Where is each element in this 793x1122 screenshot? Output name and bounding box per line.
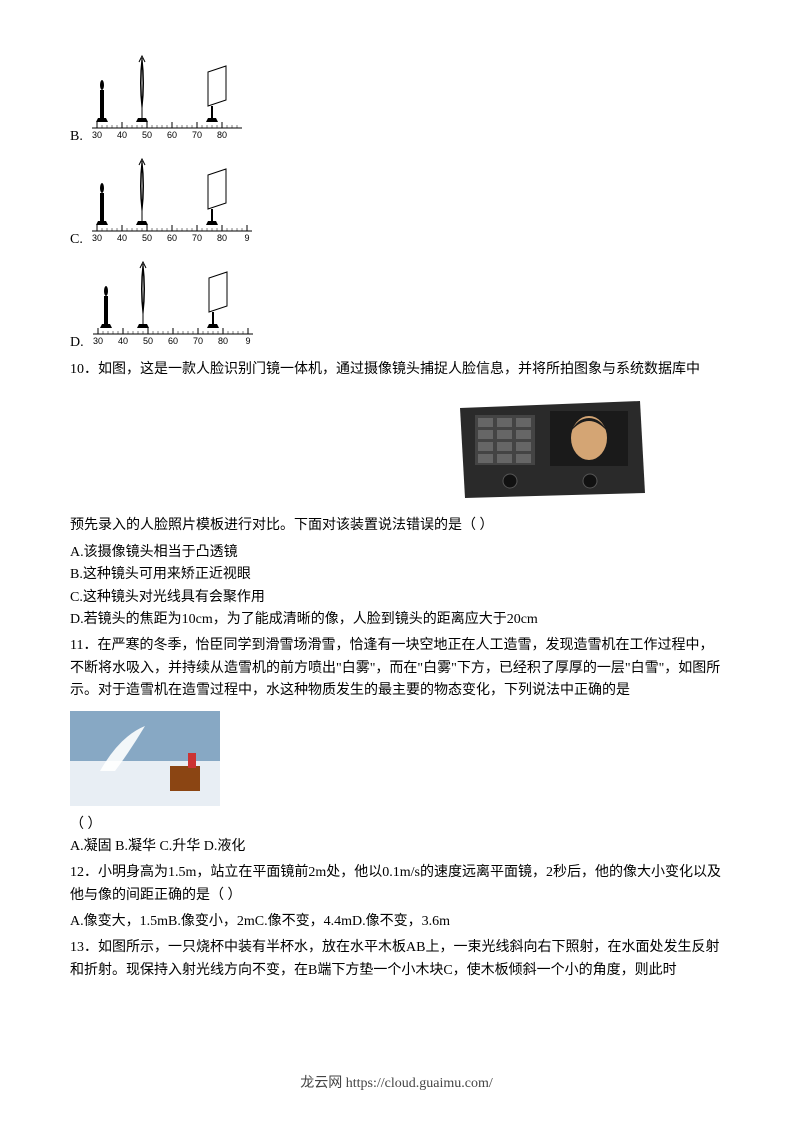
svg-text:40: 40 xyxy=(117,233,127,243)
q13-body: 如图所示，一只烧杯中装有半杯水，放在水平木板AB上，一束光线斜向右下照射，在水面… xyxy=(70,940,719,977)
q11-body: 在严寒的冬季，怡臣同学到滑雪场滑雪，恰逢有一块空地正在人工造雪，发现造雪机在工作… xyxy=(70,638,720,698)
svg-text:40: 40 xyxy=(118,336,128,346)
svg-text:50: 50 xyxy=(143,336,153,346)
q10-option-d: D.若镜头的焦距为10cm，为了能成清晰的像，人脸到镜头的距离应大于20cm xyxy=(70,609,723,631)
optical-bench-c: 30 40 50 60 70 80 9 xyxy=(87,153,257,248)
diagram-option-c: C. 30 40 50 60 70 80 9 xyxy=(70,153,723,248)
diagram-option-b: B. 30 40 50 60 70 80 xyxy=(70,50,723,145)
q10-option-c: C.这种镜头对光线具有会聚作用 xyxy=(70,587,723,609)
svg-text:30: 30 xyxy=(93,336,103,346)
q11-paren: （ ） xyxy=(70,814,723,836)
svg-text:70: 70 xyxy=(192,233,202,243)
q12-number: 12． xyxy=(70,865,98,880)
svg-text:60: 60 xyxy=(168,336,178,346)
option-label-b: B. xyxy=(70,129,83,145)
q12-body: 小明身高为1.5m，站立在平面镜前2m处，他以0.1m/s的速度远离平面镜，2秒… xyxy=(70,865,721,902)
svg-text:30: 30 xyxy=(92,130,102,140)
q10-continuation: 预先录入的人脸照片模板进行对比。下面对该装置说法错误的是（ ） xyxy=(70,515,723,537)
svg-text:80: 80 xyxy=(217,130,227,140)
svg-text:70: 70 xyxy=(192,130,202,140)
svg-text:60: 60 xyxy=(167,130,177,140)
svg-text:50: 50 xyxy=(142,233,152,243)
q10-intro-text: 如图，这是一款人脸识别门镜一体机，通过摄像镜头捕捉人脸信息，并将所拍图象与系统数… xyxy=(98,362,700,377)
q10-option-b: B.这种镜头可用来矫正近视眼 xyxy=(70,564,723,586)
svg-text:80: 80 xyxy=(217,233,227,243)
face-recognition-device-icon xyxy=(450,393,650,503)
q13-text: 13．如图所示，一只烧杯中装有半杯水，放在水平木板AB上，一束光线斜向右下照射，… xyxy=(70,937,723,982)
q12-text: 12．小明身高为1.5m，站立在平面镜前2m处，他以0.1m/s的速度远离平面镜… xyxy=(70,862,723,907)
option-label-d: D. xyxy=(70,335,84,351)
svg-text:9: 9 xyxy=(244,233,249,243)
svg-text:60: 60 xyxy=(167,233,177,243)
option-label-c: C. xyxy=(70,232,83,248)
optical-bench-d: 30 40 50 60 70 80 9 xyxy=(88,256,258,351)
q12-options: A.像变大，1.5mB.像变小，2mC.像不变，4.4mD.像不变，3.6m xyxy=(70,911,723,933)
q11-options: A.凝固 B.凝华 C.升华 D.液化 xyxy=(70,836,723,858)
diagram-option-d: D. 30 40 50 60 70 80 9 xyxy=(70,256,723,351)
svg-text:80: 80 xyxy=(218,336,228,346)
q10-intro: 10．如图，这是一款人脸识别门镜一体机，通过摄像镜头捕捉人脸信息，并将所拍图象与… xyxy=(70,359,723,381)
svg-text:40: 40 xyxy=(117,130,127,140)
svg-text:30: 30 xyxy=(92,233,102,243)
page-footer: 龙云网 https://cloud.guaimu.com/ xyxy=(0,1072,793,1092)
optical-bench-b: 30 40 50 60 70 80 xyxy=(87,50,247,145)
q11-number: 11． xyxy=(70,638,97,653)
snow-machine-photo-icon xyxy=(70,711,220,806)
q10-number: 10． xyxy=(70,362,98,377)
svg-text:50: 50 xyxy=(142,130,152,140)
svg-text:70: 70 xyxy=(193,336,203,346)
q11-text: 11．在严寒的冬季，怡臣同学到滑雪场滑雪，恰逢有一块空地正在人工造雪，发现造雪机… xyxy=(70,635,723,702)
q10-option-a: A.该摄像镜头相当于凸透镜 xyxy=(70,542,723,564)
svg-text:9: 9 xyxy=(245,336,250,346)
q13-number: 13． xyxy=(70,940,98,955)
